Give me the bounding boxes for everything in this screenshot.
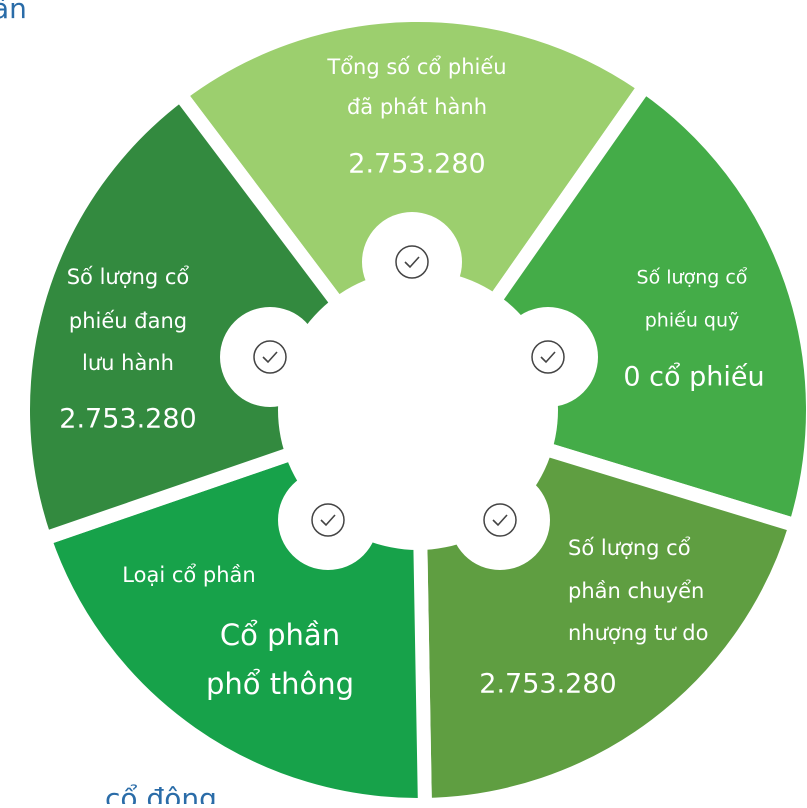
check-badge xyxy=(220,307,320,407)
label: lưu hành xyxy=(82,351,174,375)
check-badge xyxy=(362,212,462,312)
check-mark xyxy=(540,351,556,364)
value: 2.753.280 xyxy=(348,149,485,180)
label: Số lượng cổ xyxy=(568,536,691,560)
footer-fragment: cổ đông xyxy=(105,782,217,804)
label: Tổng số cổ phiếu xyxy=(326,55,506,79)
label: Số lượng cổ xyxy=(67,265,190,289)
label: phần chuyển xyxy=(568,579,704,603)
check-badge xyxy=(278,470,378,570)
value: phổ thông xyxy=(206,667,354,701)
check-ring xyxy=(395,245,429,279)
check-ring xyxy=(311,503,345,537)
badge-circle xyxy=(220,307,320,407)
check-ring xyxy=(483,503,517,537)
value: 2.753.280 xyxy=(479,669,616,700)
value: 2.753.280 xyxy=(59,404,196,435)
badge-circle xyxy=(498,307,598,407)
label: đã phát hành xyxy=(347,95,487,119)
check-mark xyxy=(320,514,336,527)
badge-circle xyxy=(362,212,462,312)
label: phiếu đang xyxy=(69,309,187,333)
check-ring xyxy=(531,340,565,374)
value: Cổ phần xyxy=(220,618,340,652)
label: phiếu quỹ xyxy=(645,310,740,332)
check-badge xyxy=(498,307,598,407)
label: nhượng tư do xyxy=(568,621,709,645)
check-mark xyxy=(492,514,508,527)
check-mark xyxy=(404,256,420,269)
label: Loại cổ phần xyxy=(122,563,255,587)
badge-circle xyxy=(450,470,550,570)
title-fragment: ần xyxy=(0,0,27,25)
label: Số lượng cổ xyxy=(637,267,748,289)
check-mark xyxy=(262,351,278,364)
check-ring xyxy=(253,340,287,374)
badge-circle xyxy=(278,470,378,570)
value: 0 cổ phiếu xyxy=(623,362,764,393)
check-badge xyxy=(450,470,550,570)
